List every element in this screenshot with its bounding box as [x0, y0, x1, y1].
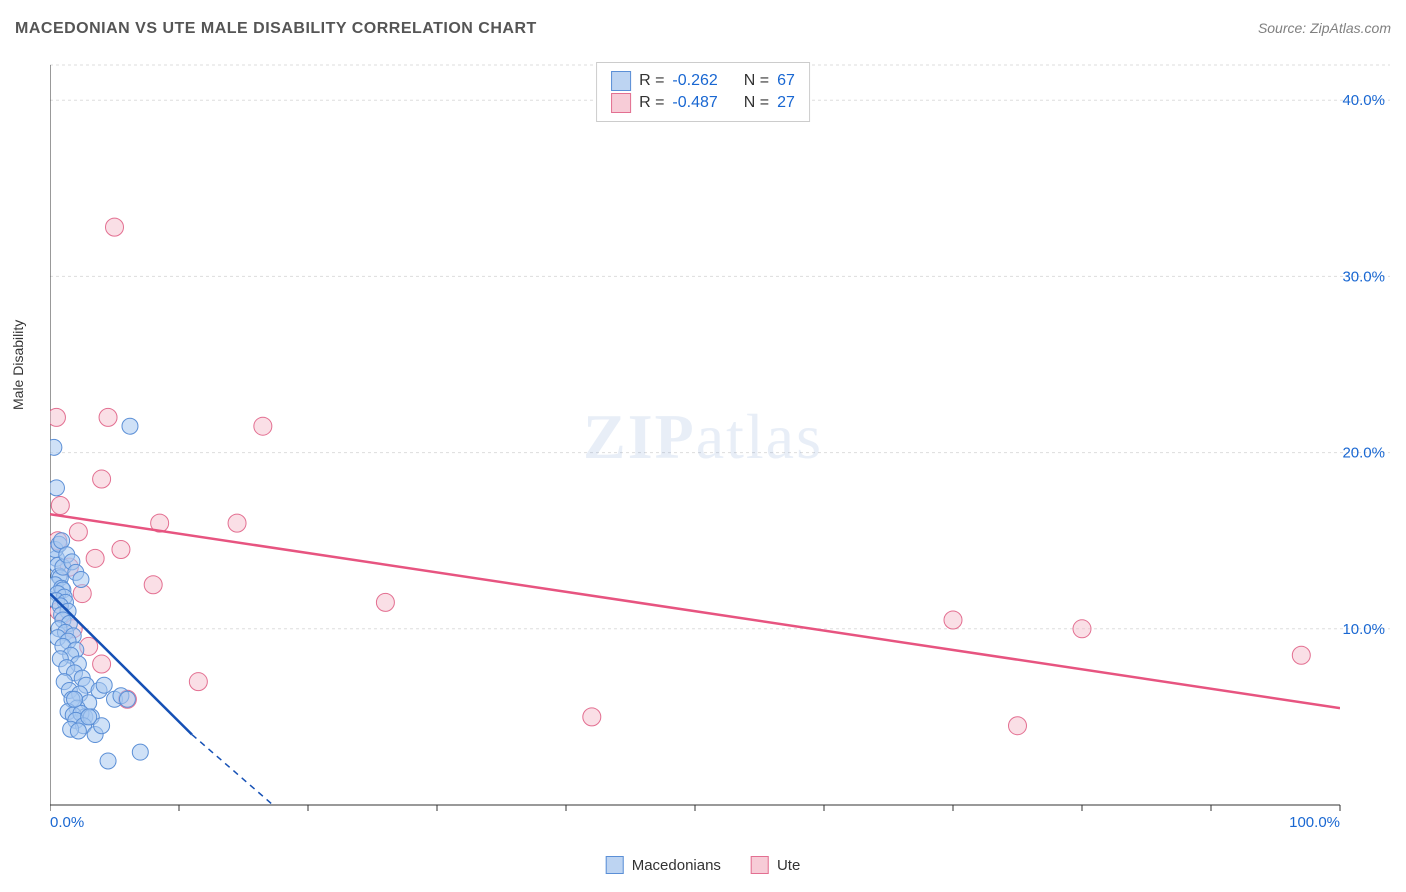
- correlation-legend: R = -0.262 N = 67 R = -0.487 N = 27: [596, 62, 810, 122]
- correlation-legend-row: R = -0.487 N = 27: [611, 93, 795, 113]
- legend-swatch-ute: [611, 93, 631, 113]
- series-legend: Macedonians Ute: [606, 856, 801, 874]
- legend-swatch-ute: [751, 856, 769, 874]
- correlation-legend-row: R = -0.262 N = 67: [611, 71, 795, 91]
- series-legend-item: Macedonians: [606, 856, 721, 874]
- legend-n-value: 67: [777, 72, 795, 90]
- legend-r-value: -0.487: [672, 94, 717, 112]
- svg-text:20.0%: 20.0%: [1342, 445, 1385, 462]
- series-legend-label: Macedonians: [632, 857, 721, 874]
- legend-swatch-macedonians: [606, 856, 624, 874]
- chart-title: MACEDONIAN VS UTE MALE DISABILITY CORREL…: [15, 20, 537, 37]
- series-legend-item: Ute: [751, 856, 800, 874]
- legend-r-value: -0.262: [672, 72, 717, 90]
- svg-text:0.0%: 0.0%: [50, 814, 84, 831]
- legend-r-label: R =: [639, 72, 664, 90]
- chart-plot-area: 10.0% 20.0% 30.0% 40.0% 0.0% 100.0%: [50, 60, 1390, 835]
- y-axis-label: Male Disability: [10, 320, 26, 410]
- legend-r-label: R =: [639, 94, 664, 112]
- svg-text:30.0%: 30.0%: [1342, 268, 1385, 285]
- svg-text:10.0%: 10.0%: [1342, 621, 1385, 638]
- chart-header: MACEDONIAN VS UTE MALE DISABILITY CORREL…: [15, 20, 1391, 50]
- series-legend-label: Ute: [777, 857, 800, 874]
- svg-text:100.0%: 100.0%: [1289, 814, 1340, 831]
- legend-swatch-macedonians: [611, 71, 631, 91]
- legend-n-value: 27: [777, 94, 795, 112]
- source-attribution: Source: ZipAtlas.com: [1258, 20, 1391, 36]
- legend-n-label: N =: [744, 94, 769, 112]
- svg-text:40.0%: 40.0%: [1342, 92, 1385, 109]
- legend-n-label: N =: [744, 72, 769, 90]
